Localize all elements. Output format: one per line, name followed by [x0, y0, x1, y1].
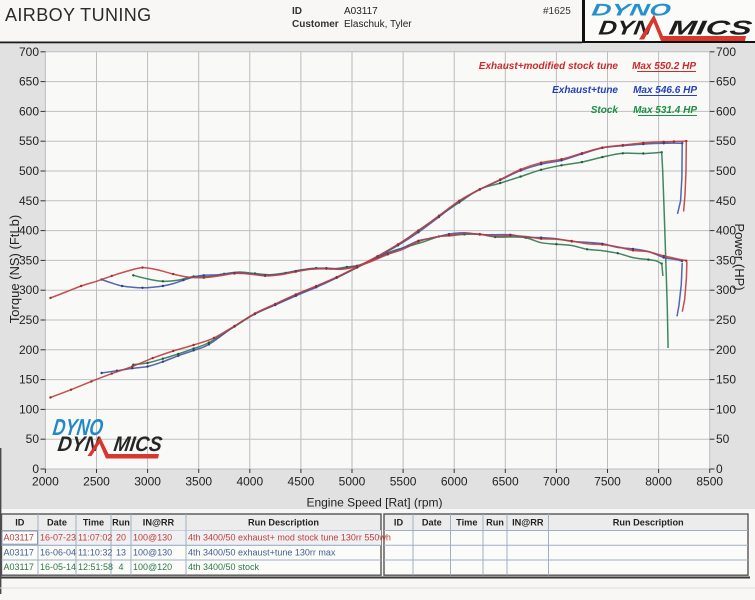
svg-text:Torque (NS) (FtLb): Torque (NS) (FtLb) — [7, 215, 22, 323]
svg-text:450: 450 — [716, 194, 736, 208]
svg-text:IN@RR: IN@RR — [143, 518, 175, 528]
svg-text:8500: 8500 — [696, 475, 723, 489]
svg-text:Run Description: Run Description — [248, 518, 319, 528]
svg-text:3500: 3500 — [185, 475, 212, 489]
svg-text:100@130: 100@130 — [133, 547, 172, 557]
svg-text:DYN: DYN — [597, 18, 654, 40]
svg-text:4th 3400/50 exhaust+tune 130rr: 4th 3400/50 exhaust+tune 130rr max — [188, 547, 336, 557]
svg-text:Exhaust+modified stock tune: Exhaust+modified stock tune — [479, 61, 619, 72]
svg-text:250: 250 — [19, 313, 39, 327]
svg-text:Time: Time — [83, 518, 104, 528]
svg-text:Max 546.6 HP: Max 546.6 HP — [633, 85, 697, 96]
svg-text:350: 350 — [19, 253, 39, 267]
svg-text:20: 20 — [116, 533, 126, 543]
svg-text:Run: Run — [486, 518, 504, 528]
svg-text:Date: Date — [47, 518, 67, 528]
svg-text:4th 3400/50 stock: 4th 3400/50 stock — [188, 562, 260, 572]
svg-text:2000: 2000 — [32, 475, 59, 489]
svg-text:Power (HP): Power (HP) — [732, 223, 747, 290]
svg-text:4000: 4000 — [236, 475, 263, 489]
svg-text:Run Description: Run Description — [613, 518, 684, 528]
svg-text:8000: 8000 — [645, 475, 672, 489]
svg-text:Stock: Stock — [591, 105, 619, 116]
svg-text:200: 200 — [716, 343, 736, 357]
svg-text:11:10:32: 11:10:32 — [78, 547, 112, 557]
svg-text:16-06-04: 16-06-04 — [40, 547, 76, 557]
svg-text:300: 300 — [716, 283, 736, 297]
svg-text:Max 550.2 HP: Max 550.2 HP — [632, 61, 696, 72]
svg-text:7500: 7500 — [594, 475, 621, 489]
svg-text:ID: ID — [15, 518, 25, 528]
svg-text:50: 50 — [26, 432, 40, 446]
svg-text:450: 450 — [19, 194, 39, 208]
svg-text:650: 650 — [716, 75, 736, 89]
svg-text:4500: 4500 — [288, 475, 315, 489]
svg-text:DYNO: DYNO — [590, 1, 672, 20]
svg-text:6000: 6000 — [441, 475, 468, 489]
svg-text:DYN: DYN — [56, 433, 101, 456]
svg-text:250: 250 — [716, 313, 736, 327]
svg-text:MICS: MICS — [112, 433, 163, 456]
svg-text:100@130: 100@130 — [133, 533, 172, 543]
svg-text:DYNO: DYNO — [51, 414, 105, 440]
svg-text:12:51:58: 12:51:58 — [78, 562, 113, 572]
svg-text:Time: Time — [456, 518, 477, 528]
svg-text:500: 500 — [716, 164, 736, 178]
svg-text:400: 400 — [19, 224, 39, 238]
svg-text:300: 300 — [19, 283, 39, 297]
svg-text:700: 700 — [716, 45, 736, 59]
svg-text:50: 50 — [716, 432, 730, 446]
svg-text:5000: 5000 — [339, 475, 366, 489]
svg-text:150: 150 — [19, 373, 39, 387]
svg-text:Max 531.4 HP: Max 531.4 HP — [633, 105, 697, 116]
svg-text:700: 700 — [19, 45, 39, 59]
svg-text:4: 4 — [118, 562, 123, 572]
svg-text:7000: 7000 — [543, 475, 570, 489]
svg-text:Exhaust+tune: Exhaust+tune — [552, 85, 618, 96]
svg-text:ID: ID — [394, 518, 404, 528]
svg-text:A03117: A03117 — [4, 533, 34, 543]
svg-text:Engine Speed [Rat] (rpm): Engine Speed [Rat] (rpm) — [306, 496, 442, 510]
svg-text:600: 600 — [19, 104, 39, 118]
svg-text:16-05-14: 16-05-14 — [40, 562, 76, 572]
svg-text:200: 200 — [19, 343, 39, 357]
svg-text:2500: 2500 — [83, 475, 110, 489]
svg-text:0: 0 — [32, 462, 39, 476]
svg-text:100: 100 — [19, 402, 39, 416]
svg-text:550: 550 — [19, 134, 39, 148]
svg-text:4th 3400/50 exhaust+ mod stock: 4th 3400/50 exhaust+ mod stock tune 130r… — [188, 533, 391, 543]
svg-text:400: 400 — [716, 224, 736, 238]
svg-text:0: 0 — [716, 462, 723, 476]
svg-text:11:07:02: 11:07:02 — [78, 533, 112, 543]
svg-text:3000: 3000 — [134, 475, 161, 489]
svg-text:6500: 6500 — [492, 475, 519, 489]
svg-text:600: 600 — [716, 104, 736, 118]
svg-text:Run: Run — [112, 518, 130, 528]
svg-text:A03117: A03117 — [4, 547, 34, 557]
svg-text:150: 150 — [716, 373, 736, 387]
svg-text:550: 550 — [716, 134, 736, 148]
svg-text:Date: Date — [422, 518, 442, 528]
svg-text:650: 650 — [19, 75, 39, 89]
svg-text:100: 100 — [716, 402, 736, 416]
svg-text:350: 350 — [716, 253, 736, 267]
svg-text:500: 500 — [19, 164, 39, 178]
svg-text:16-07-23: 16-07-23 — [40, 533, 76, 543]
svg-text:IN@RR: IN@RR — [512, 518, 544, 528]
svg-text:MICS: MICS — [667, 18, 754, 40]
svg-text:5500: 5500 — [390, 475, 417, 489]
svg-text:A03117: A03117 — [4, 562, 34, 572]
svg-text:100@120: 100@120 — [133, 562, 172, 572]
svg-text:13: 13 — [116, 547, 126, 557]
